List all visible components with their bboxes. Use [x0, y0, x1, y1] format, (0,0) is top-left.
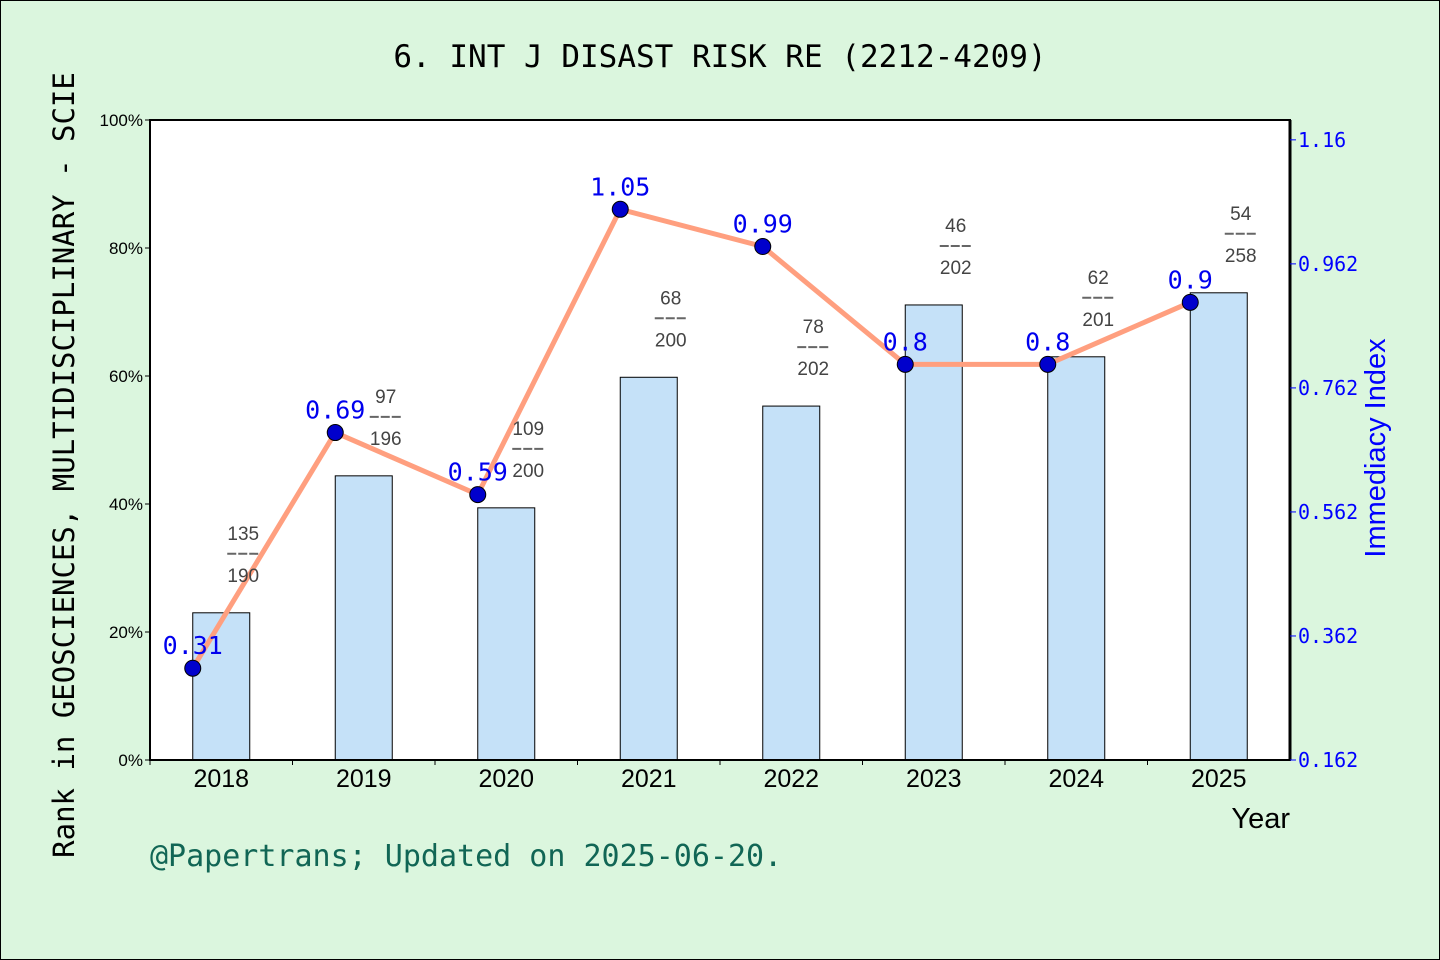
rank-label: 135 [227, 524, 259, 545]
immediacy-line [190, 206, 1192, 670]
plot-area [150, 120, 1290, 760]
x-tick-label: 2020 [478, 765, 534, 793]
y2-tick-label: 1.16 [1298, 128, 1346, 152]
immediacy-point [1039, 355, 1057, 373]
immediacy-label: 0.8 [1025, 327, 1070, 356]
y2-axis-label: Immediacy Index [1360, 338, 1392, 558]
rank-label: 62 [1088, 268, 1109, 289]
y-axis-label: Rank in GEOSCIENCES, MULTIDISCIPLINARY -… [47, 72, 81, 858]
immediacy-label: 0.9 [1168, 265, 1213, 294]
immediacy-point [611, 200, 629, 218]
rank-label: 68 [660, 288, 681, 309]
total-label: 200 [655, 330, 687, 351]
immediacy-label: 1.05 [590, 172, 650, 201]
immediacy-label: 0.69 [305, 396, 365, 425]
immediacy-point [754, 238, 772, 256]
x-tick-label: 2022 [763, 765, 819, 793]
rank-bar [477, 507, 536, 761]
x-tick-label: 2024 [1048, 765, 1104, 793]
y-tick-label: 40% [109, 495, 143, 514]
rank-label: 54 [1230, 204, 1252, 225]
y-tick-label: 0% [118, 751, 143, 770]
y2-tick-label: 0.362 [1298, 624, 1358, 648]
immediacy-point [896, 355, 914, 373]
x-axis-label: Year [1231, 803, 1290, 835]
chart-title: 6. INT J DISAST RISK RE (2212-4209) [393, 39, 1046, 75]
total-label: 196 [370, 429, 402, 450]
y2-tick-label: 0.762 [1298, 376, 1358, 400]
rank-bar [334, 475, 393, 761]
x-tick-label: 2023 [906, 765, 962, 793]
total-label: 200 [512, 461, 544, 482]
rank-bar [619, 376, 678, 761]
immediacy-label: 0.31 [163, 631, 223, 660]
rank-label: 78 [803, 317, 824, 338]
y2-tick-label: 0.162 [1298, 748, 1358, 772]
footer-credit: @Papertrans; Updated on 2025-06-20. [150, 839, 782, 874]
total-label: 190 [227, 566, 259, 587]
total-label: 202 [940, 258, 972, 279]
immediacy-point [326, 424, 344, 442]
rank-label: 46 [945, 216, 966, 237]
y-tick-label: 100% [100, 111, 143, 130]
rank-bar [1189, 292, 1248, 761]
rank-label: 97 [375, 387, 396, 408]
rank-bar [762, 405, 821, 761]
immediacy-point [469, 486, 487, 504]
rank-bar [1047, 356, 1106, 761]
x-tick-label: 2025 [1191, 765, 1247, 793]
y2-tick-label: 0.562 [1298, 500, 1358, 524]
total-label: 258 [1225, 246, 1257, 267]
x-tick-label: 2018 [193, 765, 249, 793]
y-tick-label: 80% [109, 239, 143, 258]
y2-tick-label: 0.962 [1298, 252, 1358, 276]
y-tick-label: 60% [109, 367, 143, 386]
immediacy-label: 0.59 [448, 458, 508, 487]
immediacy-label: 0.99 [733, 210, 793, 239]
immediacy-point [1181, 293, 1199, 311]
rank-bar [904, 304, 963, 761]
rank-label: 109 [512, 419, 544, 440]
x-tick-label: 2021 [621, 765, 677, 793]
immediacy-label: 0.8 [883, 327, 928, 356]
total-label: 201 [1082, 310, 1114, 331]
x-tick-label: 2019 [336, 765, 392, 793]
immediacy-point [184, 659, 202, 677]
total-label: 202 [797, 359, 829, 380]
y-tick-label: 20% [109, 623, 143, 642]
